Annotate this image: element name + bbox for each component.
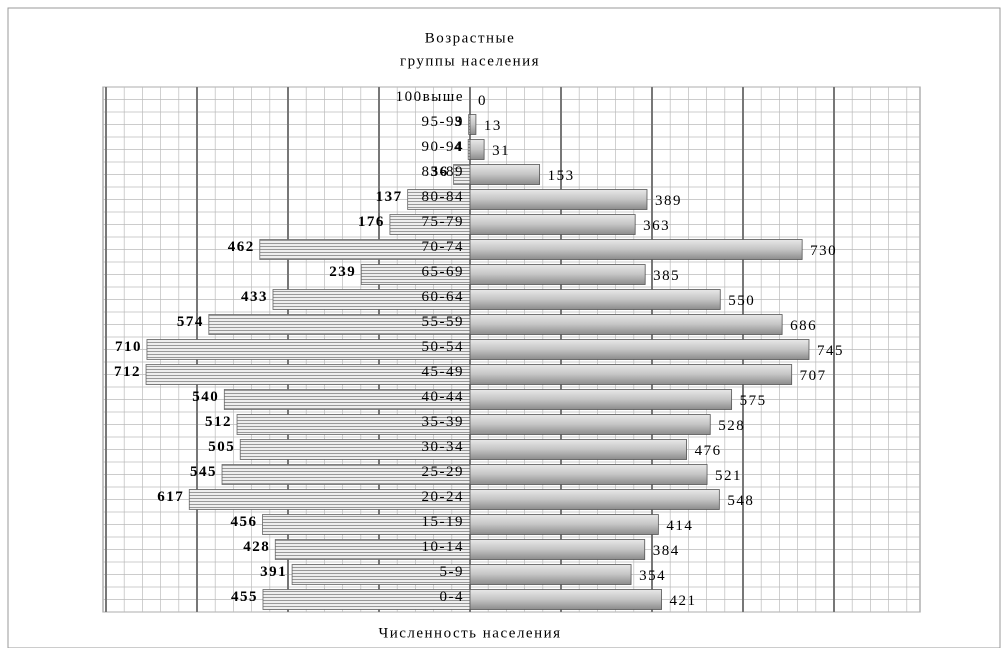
value-label: 707	[800, 368, 827, 384]
value-label: 363	[643, 218, 670, 234]
value-label: 550	[728, 293, 755, 309]
value-label: 384	[653, 543, 680, 559]
value-label: 13	[484, 118, 502, 134]
category-label: 65-69	[422, 264, 465, 280]
category-label: 70-74	[422, 239, 465, 255]
category-label: 80-84	[422, 189, 465, 205]
x-axis-title: Численность населения	[378, 625, 561, 641]
category-label: 0-4	[440, 589, 465, 605]
value-label: 239	[329, 264, 356, 280]
value-label: 385	[653, 268, 680, 284]
category-label: 85-89	[422, 164, 465, 180]
value-label: 456	[231, 514, 258, 530]
category-label: 10-14	[422, 539, 465, 555]
value-label: 137	[376, 189, 403, 205]
value-label: 745	[817, 343, 844, 359]
bar	[469, 189, 648, 210]
value-label: 421	[670, 593, 697, 609]
category-label: 45-49	[422, 364, 465, 380]
category-label: 15-19	[422, 514, 465, 530]
chart-title: группы населения	[400, 53, 540, 69]
value-label: 545	[190, 464, 217, 480]
bar	[469, 489, 720, 510]
value-label: 512	[205, 414, 232, 430]
bar	[469, 514, 659, 535]
value-label: 617	[157, 489, 184, 505]
value-label: 730	[810, 243, 837, 259]
category-label: 50-54	[422, 339, 465, 355]
value-label: 389	[655, 193, 682, 209]
category-label: 95-99	[422, 114, 465, 130]
value-label: 574	[177, 314, 204, 330]
value-label: 414	[666, 518, 693, 534]
value-label: 540	[192, 389, 219, 405]
bar	[469, 289, 721, 310]
value-label: 462	[228, 239, 255, 255]
bar	[469, 264, 646, 285]
chart-title: Возрастные	[425, 30, 516, 46]
value-label: 36	[431, 164, 449, 180]
value-label: 0	[478, 93, 487, 109]
bar	[469, 364, 793, 385]
bar	[469, 564, 632, 585]
bar	[469, 339, 810, 360]
value-label: 391	[260, 564, 287, 580]
value-label: 528	[718, 418, 745, 434]
value-label: 521	[715, 468, 742, 484]
category-label: 20-24	[422, 489, 465, 505]
bar	[469, 239, 803, 260]
category-label: 100выше	[396, 89, 464, 105]
value-label: 710	[115, 339, 142, 355]
value-label: 575	[740, 393, 767, 409]
category-label: 90-94	[422, 139, 465, 155]
value-label: 476	[695, 443, 722, 459]
category-label: 5-9	[440, 564, 465, 580]
category-label: 35-39	[422, 414, 465, 430]
bar	[469, 539, 646, 560]
bar	[469, 589, 662, 610]
bar	[469, 464, 708, 485]
value-label: 433	[241, 289, 268, 305]
category-label: 60-64	[422, 289, 465, 305]
value-label: 153	[548, 168, 575, 184]
bar	[469, 164, 541, 185]
value-label: 176	[358, 214, 385, 230]
bar	[469, 439, 687, 460]
bar	[469, 114, 477, 135]
value-label: 354	[639, 568, 666, 584]
category-label: 40-44	[422, 389, 465, 405]
bar	[469, 139, 485, 160]
category-label: 30-34	[422, 439, 465, 455]
value-label: 455	[231, 589, 258, 605]
category-label: 55-59	[422, 314, 465, 330]
value-label: 4	[454, 139, 463, 155]
category-label: 75-79	[422, 214, 465, 230]
bar	[469, 314, 783, 335]
bar	[469, 214, 636, 235]
value-label: 548	[727, 493, 754, 509]
value-label: 3	[455, 114, 464, 130]
category-label: 25-29	[422, 464, 465, 480]
value-label: 505	[208, 439, 235, 455]
value-label: 686	[790, 318, 817, 334]
value-label: 428	[243, 539, 270, 555]
bar	[469, 389, 733, 410]
value-label: 712	[114, 364, 141, 380]
bar	[469, 414, 711, 435]
frame	[7, 7, 1001, 648]
value-label: 31	[492, 143, 510, 159]
